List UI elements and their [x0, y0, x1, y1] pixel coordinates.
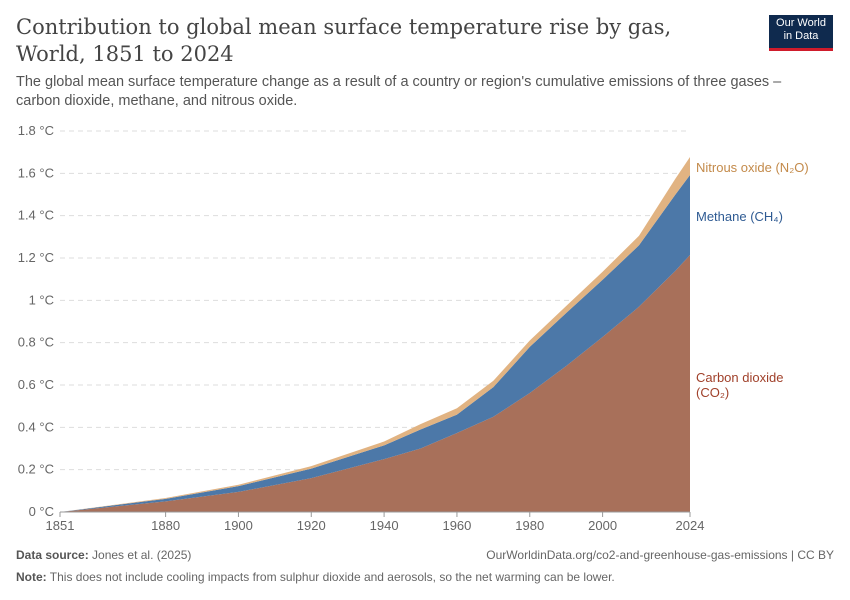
- x-tick-label: 1880: [151, 518, 180, 533]
- chart-title: Contribution to global mean surface temp…: [16, 15, 672, 66]
- y-tick-label: 1 °C: [29, 292, 54, 307]
- owid-logo[interactable]: Our World in Data: [769, 15, 833, 51]
- chart-subtitle: The global mean surface temperature chan…: [16, 74, 782, 109]
- label-ch4: Methane (CH₄): [696, 209, 783, 224]
- label-n2o: Nitrous oxide (N₂O): [696, 160, 809, 175]
- note: Note: This does not include cooling impa…: [16, 570, 615, 584]
- y-tick-label: 1.4 °C: [18, 208, 54, 223]
- x-tick-label: 1980: [515, 518, 544, 533]
- label-co2: Carbon dioxide: [696, 370, 783, 385]
- y-tick-label: 0.2 °C: [18, 462, 54, 477]
- x-tick-label: 1851: [46, 518, 75, 533]
- label-co2-formula: (CO₂): [696, 385, 729, 400]
- y-tick-label: 0 °C: [29, 504, 54, 519]
- x-tick-label: 1900: [224, 518, 253, 533]
- y-tick-label: 1.2 °C: [18, 250, 54, 265]
- y-tick-label: 0.8 °C: [18, 335, 54, 350]
- x-tick-label: 1940: [370, 518, 399, 533]
- x-tick-label: 1920: [297, 518, 326, 533]
- source-url[interactable]: OurWorldinData.org/co2-and-greenhouse-ga…: [486, 548, 834, 562]
- data-source: Data source: Jones et al. (2025): [16, 548, 192, 562]
- x-tick-label: 2000: [588, 518, 617, 533]
- y-tick-label: 1.8 °C: [18, 123, 54, 138]
- area-ch4: [60, 175, 690, 512]
- y-tick-label: 0.6 °C: [18, 377, 54, 392]
- area-co2: [60, 255, 690, 512]
- y-tick-label: 0.4 °C: [18, 419, 54, 434]
- y-tick-label: 1.6 °C: [18, 165, 54, 180]
- x-tick-label: 2024: [676, 518, 705, 533]
- x-tick-label: 1960: [442, 518, 471, 533]
